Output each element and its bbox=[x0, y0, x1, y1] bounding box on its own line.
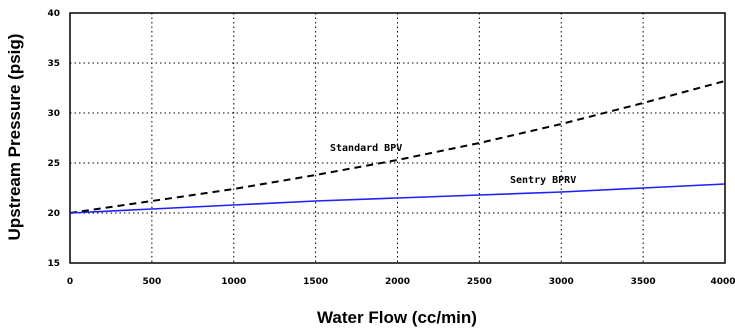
x-tick-label: 1000 bbox=[221, 277, 246, 287]
annotation-sentry-bprv: Sentry BPRV bbox=[510, 175, 576, 186]
x-tick-label: 2500 bbox=[467, 277, 492, 287]
x-tick-label: 3000 bbox=[549, 277, 574, 287]
x-tick-label: 4000 bbox=[710, 277, 735, 287]
y-tick-label: 30 bbox=[47, 109, 60, 119]
series-line-1 bbox=[69, 183, 726, 214]
annotation-standard-bpv: Standard BPV bbox=[330, 143, 402, 154]
x-tick-label: 500 bbox=[142, 277, 161, 287]
series-lines bbox=[69, 80, 726, 214]
y-tick-label: 40 bbox=[47, 9, 60, 19]
x-tick-label: 2000 bbox=[385, 277, 410, 287]
x-tick-label: 0 bbox=[67, 277, 73, 287]
x-tick-label: 3500 bbox=[631, 277, 656, 287]
plot-frame bbox=[69, 12, 726, 264]
y-tick-label: 20 bbox=[47, 209, 60, 219]
y-tick-label: 35 bbox=[47, 59, 60, 69]
y-axis-title: Upstream Pressure (psig) bbox=[5, 34, 24, 241]
y-tick-label: 15 bbox=[47, 259, 60, 269]
series-line-0 bbox=[69, 80, 726, 214]
x-tick-labels: 0 500 1000 1500 2000 2500 3000 3500 4000 bbox=[67, 277, 735, 287]
y-tick-label: 25 bbox=[47, 159, 60, 169]
x-axis-title: Water Flow (cc/min) bbox=[317, 308, 477, 327]
y-tick-labels: 15 20 25 30 35 40 bbox=[47, 9, 60, 269]
grid-lines bbox=[70, 13, 725, 263]
x-tick-label: 1500 bbox=[303, 277, 328, 287]
